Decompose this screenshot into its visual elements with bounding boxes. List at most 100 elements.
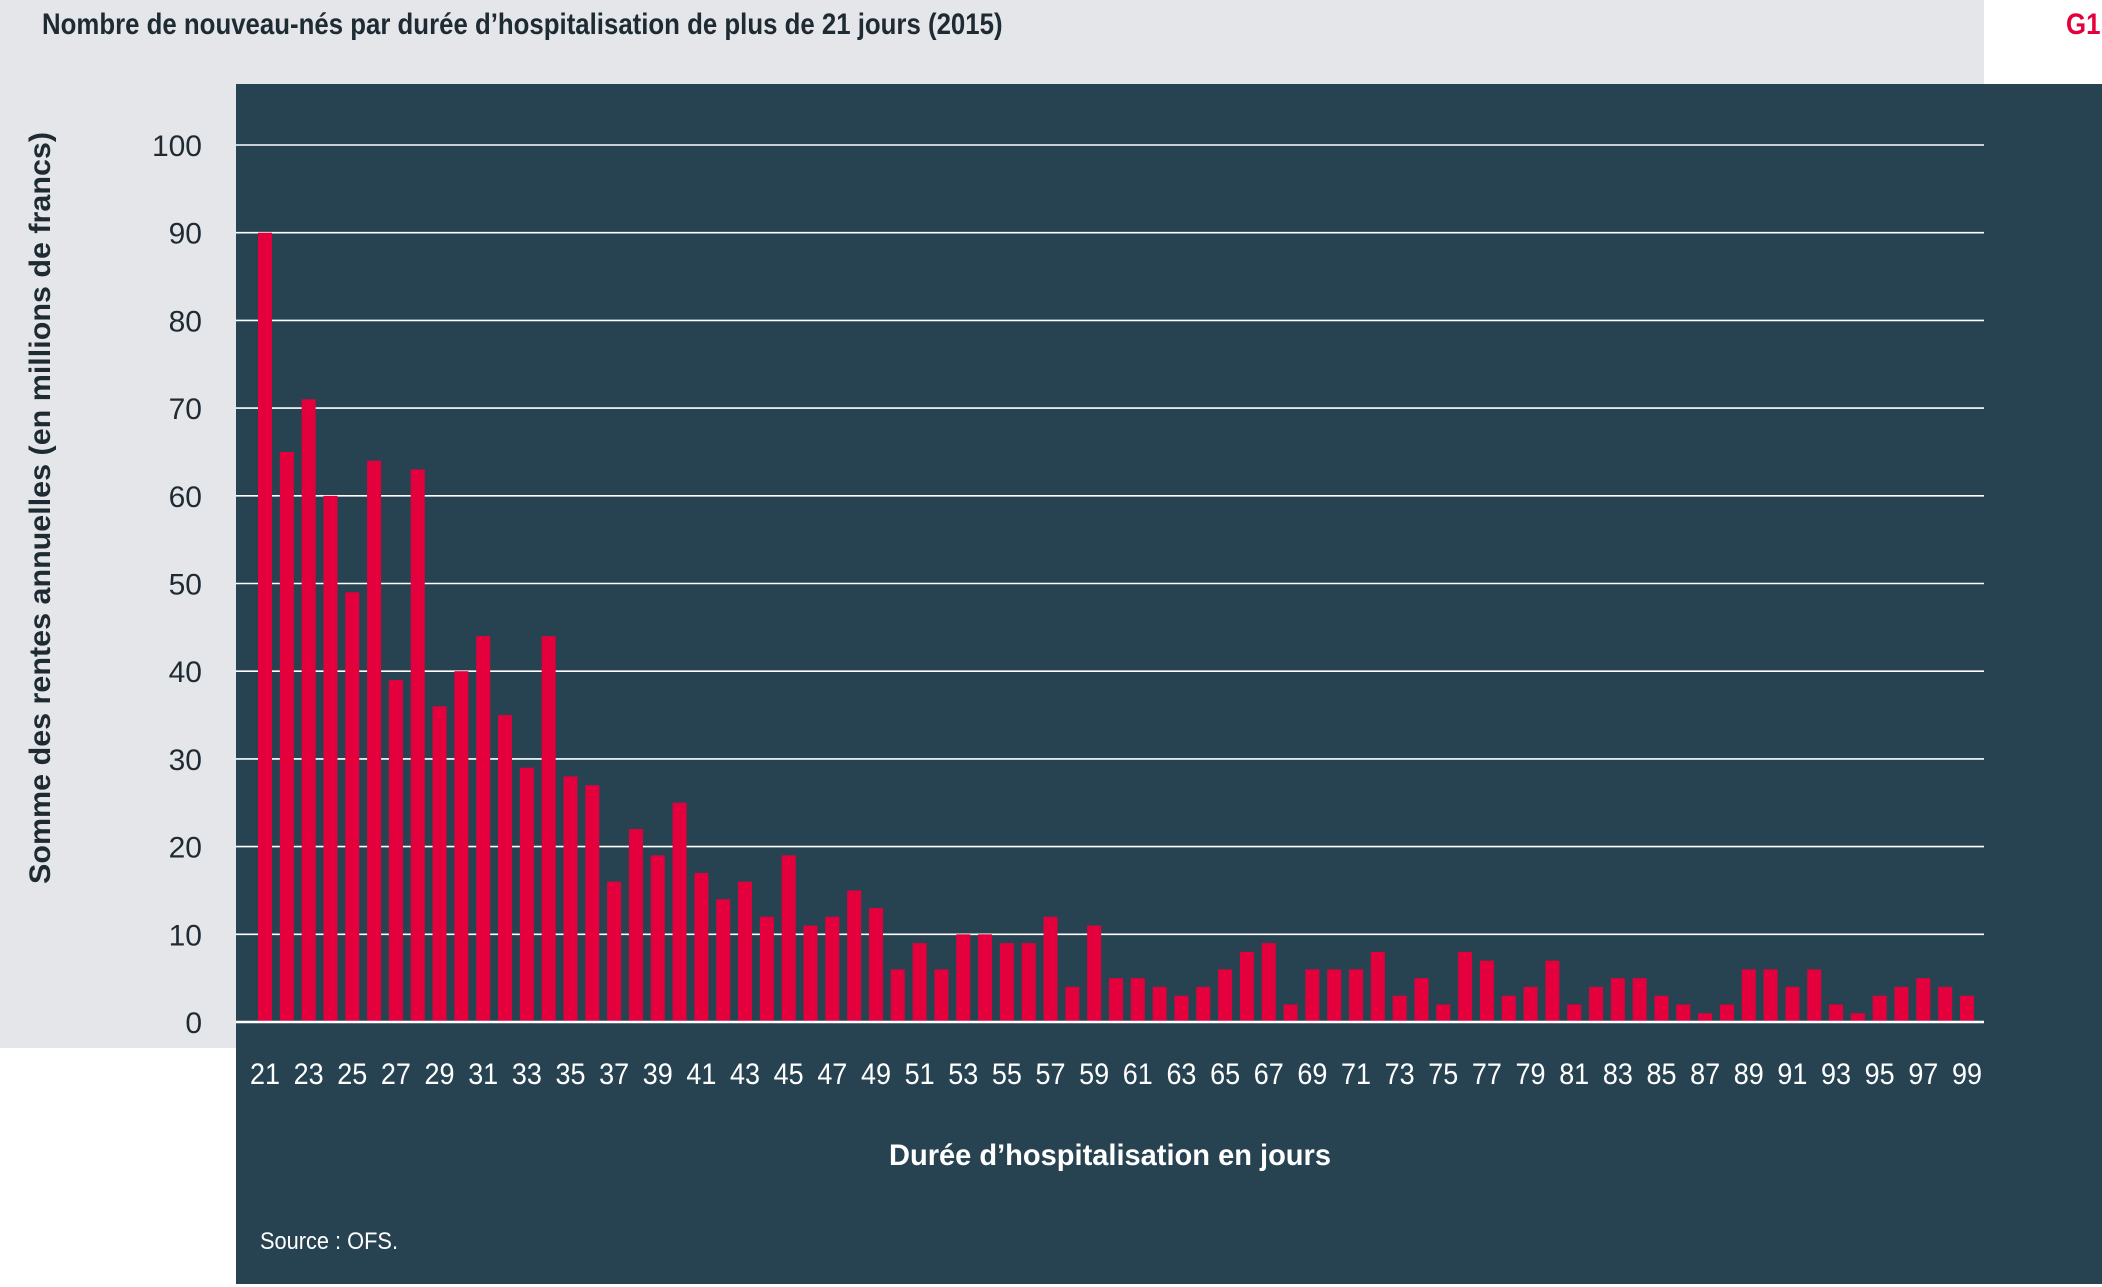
bar-day-96 [1894, 986, 1909, 1022]
y-tick-label: 30 [169, 744, 202, 777]
figure-tag: G1 [2066, 8, 2101, 41]
x-tick-label: 63 [1166, 1058, 1196, 1091]
bar-day-49 [868, 907, 883, 1022]
bar-day-43 [738, 881, 753, 1022]
bar-day-59 [1087, 925, 1102, 1022]
bars [258, 232, 1974, 1023]
x-tick-label: 31 [468, 1058, 498, 1091]
bar-day-67 [1261, 943, 1276, 1022]
x-tick-label: 51 [905, 1058, 935, 1091]
y-tick-label: 0 [185, 1007, 202, 1040]
bar-day-22 [279, 451, 294, 1022]
bar-day-37 [607, 881, 622, 1022]
x-tick-label: 35 [555, 1058, 585, 1091]
bar-day-42 [716, 899, 731, 1022]
bar-day-66 [1239, 951, 1254, 1022]
bar-day-32 [498, 715, 513, 1022]
bar-day-74 [1414, 978, 1429, 1022]
bar-day-48 [847, 890, 862, 1022]
y-tick-label: 100 [152, 130, 202, 163]
bar-day-21 [258, 232, 272, 1022]
x-tick-label: 43 [730, 1058, 760, 1091]
bar-day-35 [563, 776, 578, 1022]
x-tick-label: 69 [1297, 1058, 1327, 1091]
bar-day-58 [1065, 986, 1080, 1022]
x-tick-label: 97 [1908, 1058, 1938, 1091]
bar-day-85 [1654, 995, 1669, 1022]
bar-day-73 [1392, 995, 1407, 1022]
gridlines [236, 144, 1984, 936]
x-tick-label: 47 [817, 1058, 847, 1091]
x-tick-label: 73 [1385, 1058, 1415, 1091]
bar-day-24 [323, 495, 338, 1022]
bar-day-84 [1632, 978, 1647, 1022]
bar-day-64 [1196, 986, 1211, 1022]
bar-day-56 [1021, 943, 1036, 1022]
bar-day-79 [1523, 986, 1538, 1022]
bar-day-80 [1545, 960, 1560, 1022]
x-tick-label: 49 [861, 1058, 891, 1091]
bar-day-31 [476, 636, 491, 1022]
bar-day-30 [454, 671, 469, 1022]
bar-day-51 [912, 943, 927, 1022]
bar-day-54 [978, 934, 993, 1022]
bar-day-50 [890, 969, 905, 1022]
bar-day-60 [1108, 978, 1123, 1022]
x-tick-label: 95 [1865, 1058, 1895, 1091]
x-tick-label: 59 [1079, 1058, 1109, 1091]
bar-day-28 [410, 469, 425, 1022]
x-tick-label: 33 [512, 1058, 542, 1091]
y-tick-label: 60 [169, 481, 202, 514]
bar-day-89 [1741, 969, 1756, 1022]
x-tick-label: 85 [1646, 1058, 1676, 1091]
bar-day-99 [1959, 995, 1974, 1022]
bar-day-45 [781, 855, 796, 1022]
chart-title: Nombre de nouveau-nés par durée d’hospit… [42, 8, 1003, 41]
x-tick-label: 99 [1952, 1058, 1982, 1091]
bar-day-34 [541, 636, 556, 1022]
bar-day-70 [1327, 969, 1342, 1022]
bar-day-65 [1218, 969, 1233, 1022]
bar-day-69 [1305, 969, 1320, 1022]
bar-day-72 [1370, 951, 1385, 1022]
bar-day-88 [1719, 1004, 1734, 1022]
bar-day-25 [345, 592, 360, 1022]
x-tick-label: 21 [250, 1058, 280, 1091]
bar-day-90 [1763, 969, 1778, 1022]
bar-day-62 [1152, 986, 1167, 1022]
bar-day-87 [1698, 1013, 1713, 1022]
bar-day-77 [1479, 960, 1494, 1022]
x-tick-label: 37 [599, 1058, 629, 1091]
bar-day-82 [1589, 986, 1604, 1022]
x-axis-ticks: 21 23 25 27 29 31 33 35 37 39 41 43 45 47 49 51 53 55 57 59… [250, 1058, 1982, 1091]
x-tick-label: 27 [381, 1058, 411, 1091]
y-axis-title: Somme des rentes annuelles (en millions … [24, 132, 57, 884]
bar-day-46 [803, 925, 818, 1022]
x-tick-label: 65 [1210, 1058, 1240, 1091]
bar-day-76 [1458, 951, 1473, 1022]
x-tick-label: 93 [1821, 1058, 1851, 1091]
x-tick-label: 77 [1472, 1058, 1502, 1091]
bar-day-83 [1610, 978, 1625, 1022]
x-tick-label: 25 [337, 1058, 367, 1091]
x-tick-label: 89 [1734, 1058, 1764, 1091]
x-tick-label: 91 [1777, 1058, 1807, 1091]
x-tick-label: 71 [1341, 1058, 1371, 1091]
y-tick-label: 90 [169, 218, 202, 251]
y-tick-label: 20 [169, 832, 202, 865]
bar-day-55 [999, 943, 1014, 1022]
bar-day-75 [1436, 1004, 1451, 1022]
x-tick-label: 53 [948, 1058, 978, 1091]
bar-day-78 [1501, 995, 1516, 1022]
x-tick-label: 55 [992, 1058, 1022, 1091]
bar-day-94 [1850, 1013, 1865, 1022]
bar-day-29 [432, 706, 447, 1022]
x-tick-label: 81 [1559, 1058, 1589, 1091]
bar-day-23 [301, 399, 316, 1023]
bar-day-95 [1872, 995, 1887, 1022]
bar-day-44 [759, 916, 774, 1022]
bar-day-68 [1283, 1004, 1298, 1022]
y-tick-label: 70 [169, 393, 202, 426]
x-tick-label: 83 [1603, 1058, 1633, 1091]
